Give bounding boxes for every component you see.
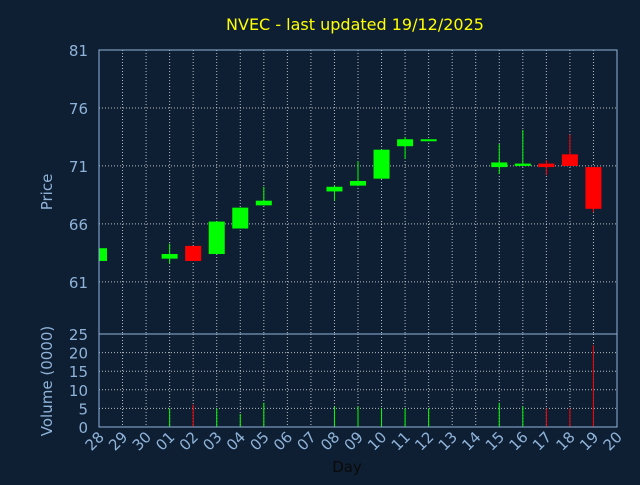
x-axis-label: Day — [332, 458, 362, 476]
candle-body — [232, 207, 249, 229]
volume-tick-label: 0 — [78, 419, 88, 437]
candle-body — [491, 162, 508, 168]
price-tick-label: 66 — [69, 216, 88, 234]
candle-body — [561, 154, 578, 166]
price-axis-label: Price — [38, 174, 56, 211]
price-y-ticks: 81 76 71 66 61 — [69, 42, 88, 292]
volume-tick-label: 5 — [78, 400, 88, 418]
candlesticks — [98, 129, 602, 264]
candle-body — [350, 180, 366, 186]
volume-axis-label: Volume (0000) — [38, 326, 56, 436]
price-tick-label: 81 — [69, 42, 88, 60]
price-tick-label: 71 — [69, 158, 88, 176]
candle-body — [397, 139, 414, 147]
candle-body — [585, 167, 602, 209]
candle-body — [420, 139, 437, 142]
volume-tick-label: 15 — [69, 363, 88, 381]
x-ticks: 2829300102030405060708091011121314151617… — [82, 428, 626, 454]
candle-body — [514, 163, 531, 166]
price-tick-label: 76 — [69, 100, 88, 118]
volume-panel-frame — [98, 333, 618, 428]
candle-body — [208, 221, 225, 255]
volume-tick-label: 25 — [69, 326, 88, 344]
volume-tick-label: 20 — [69, 345, 88, 363]
candle-body — [373, 149, 390, 179]
candle-body — [99, 248, 107, 261]
candle-body — [538, 163, 555, 168]
chart-title: NVEC - last updated 19/12/2025 — [226, 15, 484, 34]
candle-body — [161, 254, 178, 259]
price-tick-label: 61 — [69, 274, 88, 292]
candle-body — [255, 200, 272, 206]
candle-body — [185, 245, 202, 261]
volume-bars — [169, 345, 594, 427]
volume-tick-label: 10 — [69, 382, 88, 400]
candle-body — [326, 186, 343, 192]
